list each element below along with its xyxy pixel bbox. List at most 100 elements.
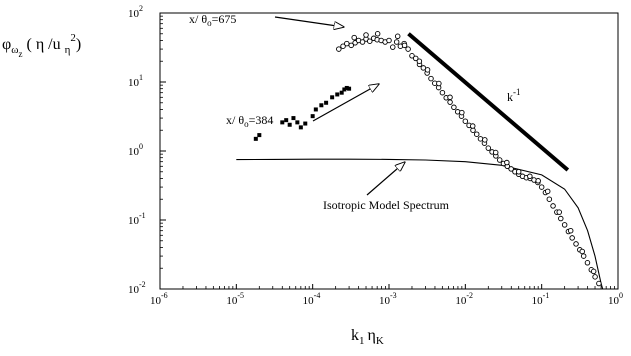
data-point-open-circle [550, 203, 556, 209]
x-tick-label: 10-3 [379, 291, 397, 307]
data-point-filled-square [280, 120, 285, 125]
data-point-open-circle [340, 43, 346, 49]
data-point-open-circle [469, 123, 476, 129]
y-axis-title: φωz ( η /u η2) [2, 32, 81, 59]
data-point-open-circle [405, 46, 411, 52]
data-point-filled-square [335, 92, 340, 97]
data-point-open-circle [416, 58, 423, 64]
y-tick-label: 101 [128, 73, 143, 89]
data-point-open-circle [590, 268, 597, 275]
y-tick-label: 10-1 [128, 211, 146, 227]
data-point-open-circle [344, 40, 350, 47]
data-point-open-circle [336, 46, 342, 52]
data-point-open-circle [567, 227, 574, 234]
x-axis-title: k1 ηK [351, 327, 384, 347]
data-point-open-circle [580, 253, 587, 259]
data-point-open-circle [401, 42, 408, 49]
x-tick-label: 10-1 [532, 291, 550, 307]
y-tick-label: 102 [128, 4, 143, 20]
data-point-open-circle [424, 67, 431, 73]
data-point-open-circle [447, 99, 453, 105]
data-point-open-circle [351, 34, 357, 41]
y-tick-label: 10-2 [128, 280, 146, 296]
data-point-open-circle [473, 131, 480, 137]
data-point-open-circle [496, 157, 503, 163]
data-point-filled-square [344, 85, 349, 90]
data-point-open-circle [447, 94, 453, 101]
data-point-open-circle [436, 80, 442, 87]
model-label: Isotropic Model Spectrum [323, 198, 450, 212]
x-tick-label: 100 [608, 291, 623, 307]
data-point-open-circle [535, 178, 541, 184]
data-point-open-circle [584, 260, 591, 266]
data-point-filled-square [298, 125, 303, 130]
data-point-open-circle [348, 42, 354, 49]
data-point-filled-square [310, 114, 315, 119]
data-point-open-circle [546, 196, 553, 202]
data-point-open-circle [386, 37, 392, 44]
x-tick-label: 10-6 [150, 291, 168, 307]
data-point-open-circle [428, 75, 434, 82]
arrow-675 [274, 16, 344, 27]
annotation-675: x/ θo=675 [189, 12, 236, 28]
annotation-384: x/ θo=384 [226, 113, 273, 129]
arrow-model [366, 162, 405, 196]
isotropic-model-curve [236, 158, 604, 290]
data-point-open-circle [409, 53, 415, 59]
data-point-filled-square [257, 133, 262, 138]
data-point-filled-square [253, 136, 258, 141]
arrow-384 [312, 84, 379, 122]
x-tick-label: 10-5 [226, 291, 244, 307]
data-series [253, 31, 602, 287]
x-tick-label: 10-2 [455, 291, 473, 307]
slope-label: k-1 [507, 87, 521, 104]
data-point-open-circle [394, 33, 401, 40]
x-tick-label: 10-4 [303, 291, 321, 307]
data-point-filled-square [319, 103, 324, 108]
data-point-open-circle [439, 89, 446, 96]
data-point-open-circle [592, 274, 598, 280]
data-point-open-circle [556, 209, 563, 215]
plot-frame [159, 12, 619, 290]
data-point-open-circle [558, 215, 564, 222]
data-point-open-circle [492, 149, 499, 156]
data-point-open-circle [485, 145, 492, 151]
data-point-open-circle [561, 222, 568, 228]
data-point-open-circle [462, 118, 469, 124]
data-point-open-circle [412, 55, 419, 62]
data-point-open-circle [482, 137, 488, 143]
data-point-open-circle [544, 188, 551, 195]
data-point-open-circle [515, 169, 522, 175]
data-point-filled-square [347, 86, 352, 91]
data-point-filled-square [339, 90, 344, 95]
data-point-open-circle [363, 32, 369, 38]
data-point-filled-square [313, 107, 318, 112]
data-point-filled-square [295, 120, 300, 125]
data-point-filled-square [342, 87, 347, 92]
data-point-open-circle [504, 159, 510, 166]
data-point-open-circle [459, 109, 465, 116]
data-point-open-circle [508, 166, 514, 172]
data-point-open-circle [390, 44, 396, 50]
x-axis: 10-6 10-5 10-4 10-3 10-2 10-1 100 [150, 284, 623, 307]
data-point-open-circle [451, 104, 457, 111]
data-point-filled-square [291, 116, 296, 121]
data-point-open-circle [367, 38, 373, 44]
data-point-open-circle [393, 39, 400, 45]
data-point-filled-square [303, 121, 308, 126]
data-point-open-circle [579, 248, 585, 255]
slope-reference-line [407, 32, 570, 172]
data-point-open-circle [569, 235, 575, 241]
y-axis: 10-2 10-1 100 101 102 [128, 4, 166, 296]
data-point-open-circle [359, 39, 366, 45]
data-point-open-circle [596, 280, 602, 287]
data-point-filled-square [324, 100, 329, 105]
data-point-open-circle [573, 241, 579, 247]
data-point-open-circle [527, 173, 533, 180]
y-tick-label: 100 [128, 142, 143, 158]
data-point-open-circle [477, 136, 484, 142]
data-point-filled-square [284, 118, 289, 123]
data-point-open-circle [374, 31, 381, 37]
data-point-filled-square [330, 95, 335, 100]
